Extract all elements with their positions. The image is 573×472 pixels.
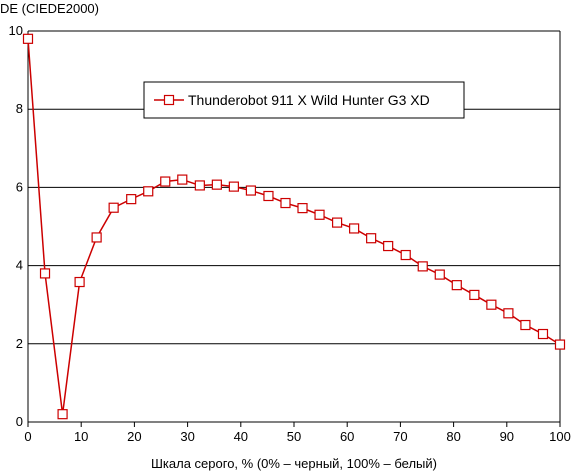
- y-tick-label: 10: [9, 23, 23, 38]
- y-tick-label: 2: [16, 336, 23, 351]
- data-point: [486, 299, 497, 310]
- data-point: [39, 268, 51, 279]
- data-point: [451, 280, 462, 291]
- data-point: [537, 328, 549, 340]
- data-point: [314, 209, 325, 220]
- data-point: [108, 202, 119, 213]
- data-point: [554, 339, 566, 350]
- data-point: [74, 276, 85, 288]
- x-tick-label: 0: [24, 429, 31, 444]
- data-point: [469, 289, 480, 301]
- legend-box: [143, 81, 465, 119]
- data-point: [331, 217, 343, 228]
- data-point: [160, 176, 171, 187]
- x-tick-label: 40: [234, 429, 248, 444]
- data-point: [143, 186, 154, 197]
- data-point: [126, 194, 137, 205]
- data-point: [383, 240, 394, 252]
- data-point: [434, 269, 445, 280]
- x-tick-label: 90: [500, 429, 514, 444]
- x-axis-title: Шкала серого, % (0% – черный, 100% – бел…: [151, 456, 437, 471]
- data-point: [57, 409, 68, 420]
- data-point: [503, 308, 514, 319]
- data-point: [211, 179, 222, 190]
- y-tick-label: 4: [16, 258, 23, 273]
- y-tick-labels: 0 2 4 6 8 10: [9, 23, 23, 429]
- legend-label: Thunderobot 911 X Wild Hunter G3 XD: [188, 92, 430, 108]
- data-point: [22, 33, 34, 44]
- data-point: [366, 233, 377, 244]
- x-tick-label: 30: [180, 429, 194, 444]
- x-tick-label: 50: [287, 429, 301, 444]
- data-point: [520, 319, 531, 331]
- data-point: [194, 180, 205, 191]
- x-tick-label: 60: [340, 429, 354, 444]
- y-tick-label: 6: [16, 179, 23, 194]
- legend-marker: [163, 94, 175, 106]
- data-point: [177, 174, 188, 185]
- x-tick-label: 20: [127, 429, 141, 444]
- x-tick-label: 80: [446, 429, 460, 444]
- data-point: [280, 197, 291, 209]
- data-point: [228, 181, 239, 192]
- data-point: [417, 261, 428, 272]
- data-point: [400, 249, 411, 261]
- data-point: [91, 232, 102, 243]
- data-point: [245, 185, 257, 196]
- y-tick-label: 0: [16, 414, 23, 429]
- y-axis-title: DE (CIEDE2000): [0, 1, 99, 16]
- x-tick-label: 100: [549, 429, 571, 444]
- data-point: [297, 203, 308, 214]
- data-point: [349, 223, 360, 234]
- x-tick-label: 70: [393, 429, 407, 444]
- x-tick-label: 10: [74, 429, 88, 444]
- series-layer: [22, 33, 566, 420]
- legend: Thunderobot 911 X Wild Hunter G3 XD: [143, 81, 465, 119]
- x-tick-labels: 0 10 20 30 40 50 60 70 80 90 100: [24, 429, 570, 444]
- y-tick-label: 8: [16, 101, 23, 116]
- data-point: [263, 190, 274, 202]
